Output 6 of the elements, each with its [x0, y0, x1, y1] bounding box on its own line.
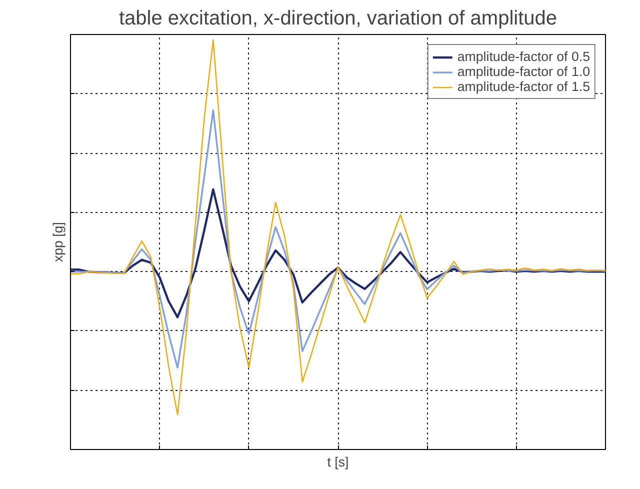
legend-label: amplitude-factor of 1.0 — [457, 64, 590, 79]
legend-label: amplitude-factor of 0.5 — [457, 49, 590, 64]
y-axis-title: xpp [g] — [50, 222, 66, 262]
x-axis-title: t [s] — [327, 454, 349, 470]
legend-label: amplitude-factor of 1.5 — [457, 79, 590, 94]
chart-title: table excitation, x-direction, variation of amplitude — [118, 8, 558, 30]
